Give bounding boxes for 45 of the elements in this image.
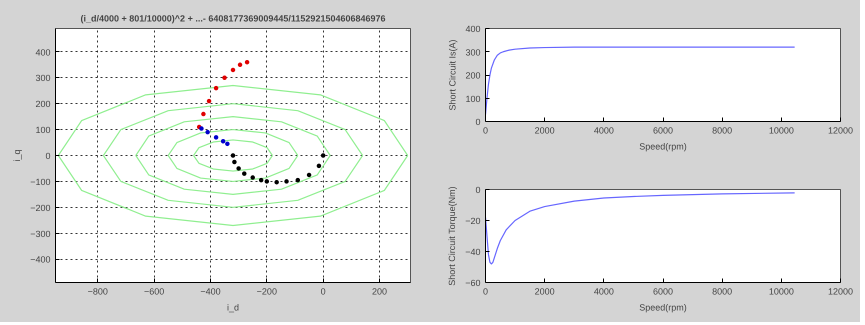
x-tick-label: −200	[256, 286, 277, 296]
y-tick-label: 200	[35, 99, 51, 110]
chart-title: (i_d/4000 + 801/10000)^2 + ...- 6408177369009445/1152921504606846976	[80, 14, 386, 24]
y-tick-label: 400	[465, 24, 481, 34]
x-tick-label: 6000	[652, 126, 674, 136]
y-tick-label: −400	[30, 254, 51, 265]
x-tick-label: 2000	[534, 286, 555, 296]
x-tick-label: −600	[144, 286, 164, 296]
x-tick-label: 6000	[652, 286, 674, 296]
x-axis-title: i_d	[226, 302, 240, 312]
y-tick-label: 0	[45, 151, 51, 161]
x-tick-label: 0	[482, 286, 488, 296]
x-tick-label: 0	[320, 286, 326, 296]
y-axis-title: Short Circuit Is(A)	[447, 39, 458, 111]
x-tick-label: 200	[372, 286, 388, 296]
y-tick-label: −40	[465, 247, 481, 257]
x-axis-title: Speed(rpm)	[639, 142, 687, 152]
x-tick-label: 8000	[712, 126, 732, 136]
x-tick-label: −800	[88, 286, 108, 296]
y-tick-label: 100	[35, 125, 51, 136]
y-tick-label: 100	[465, 94, 481, 104]
x-tick-label: 2000	[534, 126, 555, 136]
x-tick-label: 10000	[768, 126, 794, 136]
x-tick-label: 10000	[768, 286, 794, 296]
y-tick-label: −200	[30, 202, 51, 213]
y-tick-label: 0	[475, 185, 481, 195]
x-axis-title: Speed(rpm)	[639, 302, 687, 312]
y-tick-label: −300	[30, 228, 51, 239]
x-tick-label: 4000	[594, 286, 614, 296]
y-tick-label: 200	[465, 70, 481, 80]
y-tick-label: −60	[465, 278, 481, 288]
y-axis-title: Short Circuit Torque(Nm)	[447, 186, 458, 286]
y-tick-label: 0	[475, 117, 481, 127]
y-tick-label: −20	[465, 216, 481, 226]
y-tick-label: 400	[35, 47, 51, 58]
y-tick-label: 300	[35, 73, 51, 84]
x-tick-label: 0	[482, 126, 488, 136]
x-tick-label: 4000	[594, 126, 614, 136]
y-axis-title: i_q	[12, 149, 22, 162]
x-tick-label: 8000	[712, 286, 732, 296]
x-tick-label: −400	[200, 286, 221, 296]
y-tick-label: 300	[465, 47, 481, 58]
x-tick-label: 12000	[828, 286, 854, 296]
y-tick-label: −100	[30, 176, 51, 187]
x-tick-label: 12000	[828, 126, 854, 136]
